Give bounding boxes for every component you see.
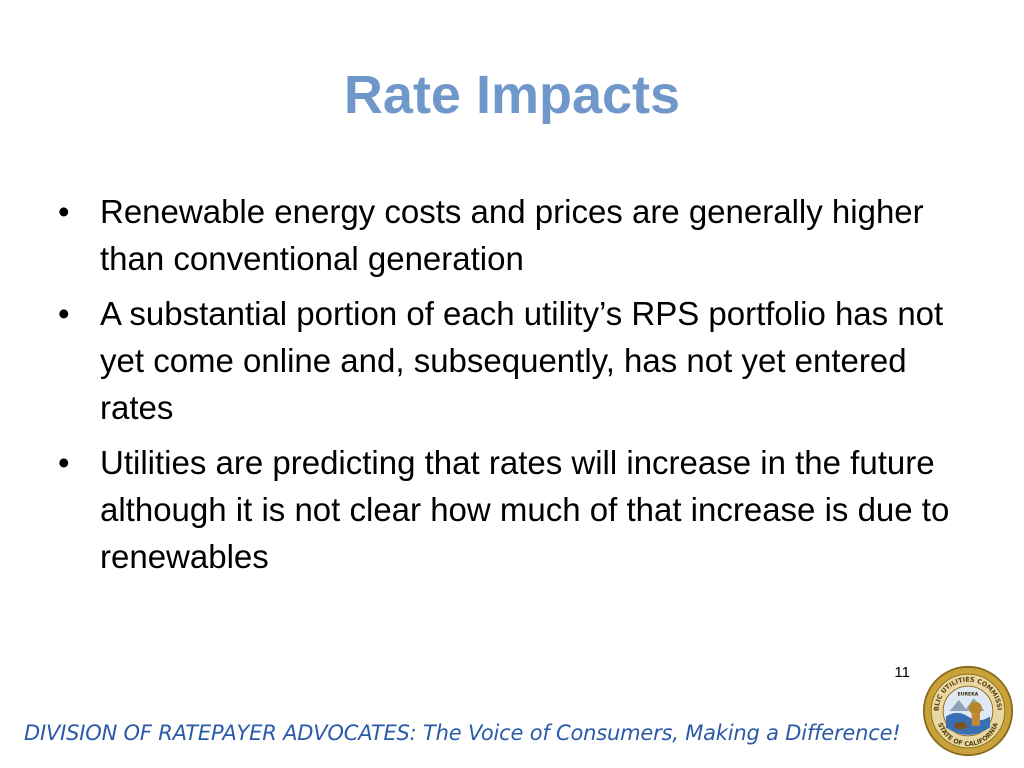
bullet-mark: • [58,444,70,481]
bullet-item: • A substantial portion of each utility’… [58,290,958,431]
bullet-item: • Utilities are predicting that rates wi… [58,439,958,580]
bullet-text: Renewable energy costs and prices are ge… [100,193,924,277]
california-puc-seal-icon: PUBLIC UTILITIES COMMISSION STATE OF CAL… [922,665,1014,757]
bullet-text: A substantial portion of each utility’s … [100,295,944,426]
page-number: 11 [894,664,910,681]
bullet-item: • Renewable energy costs and prices are … [58,188,958,282]
slide-title: Rate Impacts [343,65,681,125]
footer-tagline: DIVISION OF RATEPAYER ADVOCATES: The Voi… [24,721,901,745]
bullet-text: Utilities are predicting that rates will… [100,444,950,575]
seal-motto: EUREKA [958,691,979,697]
bullet-mark: • [58,295,70,332]
bullet-list: • Renewable energy costs and prices are … [58,188,958,588]
bullet-mark: • [58,193,70,230]
